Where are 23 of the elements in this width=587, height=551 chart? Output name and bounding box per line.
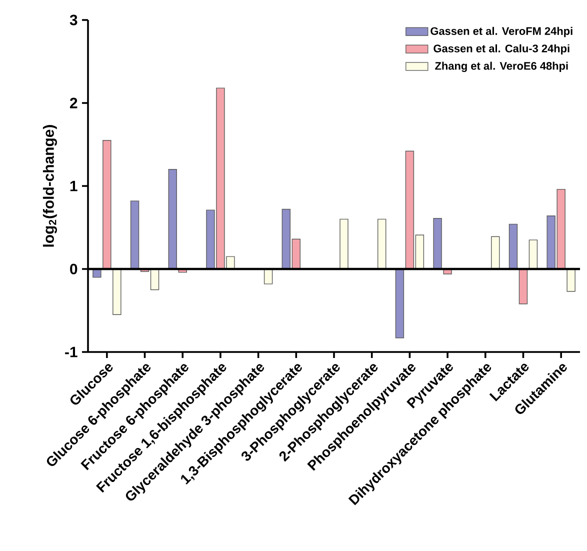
legend-label: Zhang et al. VeroE6 48hpi	[435, 62, 568, 72]
bar	[518, 268, 528, 304]
bar	[264, 268, 273, 284]
bar	[433, 218, 442, 270]
y-tick-label: 2	[70, 98, 78, 108]
y-tick-label: 1	[70, 180, 78, 192]
bar	[508, 224, 518, 270]
bar	[340, 218, 348, 270]
bar	[377, 218, 386, 270]
bar	[566, 268, 576, 292]
y-tick-label: 0	[70, 264, 78, 274]
bar	[130, 200, 140, 270]
bar	[168, 169, 177, 270]
bar	[528, 240, 538, 270]
bar	[102, 140, 112, 270]
y-axis-title: log$_{2}$(fold-change)	[42, 125, 57, 247]
bar	[395, 268, 404, 338]
bar	[491, 236, 500, 270]
bar	[112, 268, 122, 315]
y-tick-label: 3	[70, 14, 78, 26]
legend-label: Gassen et al. Calu-3 24hpi	[434, 44, 570, 55]
legend-label: Gassen et al. VeroFM 24hpi	[430, 26, 572, 38]
y-tick-label: -1	[65, 346, 78, 358]
